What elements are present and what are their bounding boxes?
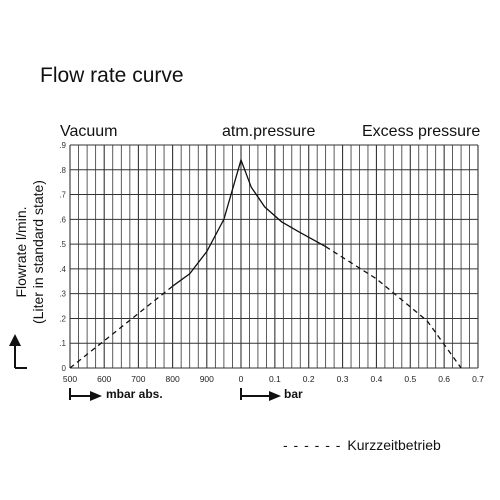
legend-dash-sample: - - - - - - xyxy=(283,437,342,453)
x-tick-label: 600 xyxy=(97,374,111,384)
x-tick-label: 0.7 xyxy=(472,374,484,384)
legend-label: Kurzzeitbetrieb xyxy=(347,437,441,453)
y-tick-label: .2 xyxy=(59,314,66,323)
y-arrow-head xyxy=(9,334,21,346)
flow-curve-dashed xyxy=(325,246,462,369)
flow-curve-dashed xyxy=(69,285,174,369)
x-axis-label-mbar: mbar abs. xyxy=(106,387,163,401)
x-tick-label: 0.5 xyxy=(404,374,416,384)
y-axis-label-line2: (Liter in standard state) xyxy=(30,180,46,324)
y-tick-label: .9 xyxy=(59,141,66,150)
y-tick-label: .1 xyxy=(59,339,66,348)
y-tick-label: .8 xyxy=(59,166,66,175)
y-axis-label: Flowrate l/min. (Liter in standard state… xyxy=(13,180,47,324)
bar-arrow-head xyxy=(269,391,281,401)
x-tick-label: 900 xyxy=(200,374,214,384)
mbar-arrow-head xyxy=(90,391,102,401)
region-label-excess-pressure: Excess pressure xyxy=(362,123,481,140)
x-tick-label: 800 xyxy=(166,374,180,384)
x-tick-label: 0 xyxy=(239,374,244,384)
y-tick-label: .6 xyxy=(59,215,66,224)
y-tick-label: .3 xyxy=(59,290,66,299)
x-tick-label: 0.3 xyxy=(337,374,349,384)
x-axis-label-bar: bar xyxy=(284,387,303,401)
y-tick-label: .5 xyxy=(59,240,66,249)
x-tick-label: 500 xyxy=(63,374,77,384)
legend: - - - - - - Kurzzeitbetrieb xyxy=(283,437,441,453)
chart-title: Flow rate curve xyxy=(40,64,184,87)
x-tick-label: 0.2 xyxy=(303,374,315,384)
x-tick-label: 700 xyxy=(131,374,145,384)
flow-curve-solid xyxy=(172,157,326,287)
y-axis-label-line1: Flowrate l/min. xyxy=(13,206,29,298)
x-tick-label: 0.6 xyxy=(438,374,450,384)
x-tick-label: 0.1 xyxy=(269,374,281,384)
region-label-atm-pressure: atm.pressure xyxy=(222,123,316,140)
y-tick-label: .7 xyxy=(59,191,66,200)
region-label-vacuum: Vacuum xyxy=(60,123,118,140)
y-tick-label: .4 xyxy=(59,265,66,274)
y-tick-label: 0 xyxy=(62,364,67,373)
x-tick-label: 0.4 xyxy=(371,374,383,384)
